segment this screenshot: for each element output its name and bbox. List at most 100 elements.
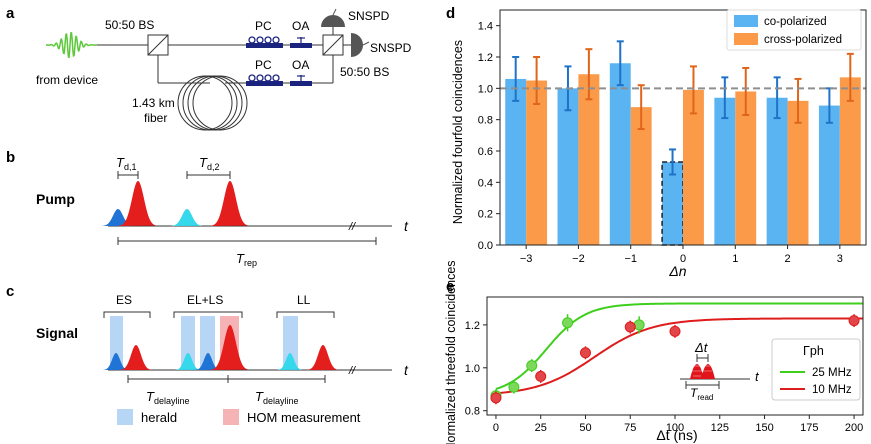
bar-cross-polarized (735, 91, 757, 245)
data-point-10 MHz (848, 315, 860, 327)
inset-pulses (690, 364, 715, 379)
bar-cross-polarized (578, 74, 600, 245)
td1-bracket (117, 171, 139, 179)
snspd-top-label: SNSPD (348, 9, 390, 23)
panel-d-frame (499, 9, 867, 246)
panel-d-xlabel: Δn (668, 263, 686, 279)
data-point-25 MHz (633, 319, 645, 331)
bar-co-polarized (818, 105, 840, 245)
panel-e-data-points (490, 314, 860, 405)
panel-d-ytick-label: 1.0 (478, 83, 493, 95)
bar-cross-polarized (526, 80, 548, 245)
signal-ls-late (210, 325, 249, 370)
pump-late-pulse-2 (210, 181, 249, 226)
pc-bottom-label: PC (255, 58, 272, 72)
signal-ll-late (307, 345, 339, 370)
beam-splitter-right (322, 34, 344, 56)
inset-dt-label: Δt (694, 340, 709, 355)
panel-d-xtick-label: −3 (520, 253, 533, 265)
herald-box-ll (283, 316, 298, 370)
panel-a: a from device 50:50 BS 50:50 BS (6, 5, 412, 131)
panel-d-xtick-label: −2 (572, 253, 585, 265)
signal-row-label: Signal (36, 325, 78, 341)
panel-e-ytick-label: 1.0 (465, 363, 480, 375)
delay-label-2: Tdelayline (255, 389, 298, 406)
panel-e-xtick-label: 150 (755, 422, 773, 434)
data-point-10 MHz (669, 325, 681, 337)
bs-right-label: 50:50 BS (340, 65, 389, 79)
attenuator-bottom (290, 75, 312, 86)
delay-bracket-1 (127, 375, 229, 383)
inset-dt-bracket (696, 354, 709, 362)
panel-d-ytick-label: 1.2 (478, 52, 493, 64)
panel-e-legend: Γph 25 MHz 10 MHz (771, 338, 861, 401)
bs-left-label: 50:50 BS (105, 18, 154, 32)
polarization-controller-bottom (246, 74, 283, 86)
panel-d-xtick-label: 2 (785, 253, 791, 265)
herald-box-ellx-2 (200, 316, 215, 370)
data-point-10 MHz (624, 321, 636, 333)
panel-d-ytick-label: 0.0 (478, 240, 493, 252)
panel-c-letter: c (6, 283, 14, 300)
bar-co-polarized (662, 161, 683, 245)
bar-co-polarized (557, 88, 579, 245)
panel-e-frame (486, 296, 864, 416)
panel-d-xtick-label: 0 (680, 253, 686, 265)
signal-break-mark: // (348, 365, 356, 377)
signal-t-label: t (404, 362, 409, 378)
panel-e-xtick-label: 125 (711, 422, 729, 434)
fiber-word-label: fiber (144, 111, 167, 125)
signal-el-early (175, 353, 201, 370)
signal-es-late (120, 345, 152, 370)
inset-t-label: t (755, 369, 760, 384)
panel-d-letter: d (446, 5, 455, 22)
panel-d-legend: co-polarized cross-polarized (726, 9, 862, 51)
beam-splitter-left (147, 34, 169, 56)
legend-10mhz-label: 10 MHz (812, 384, 852, 396)
bar-co-polarized (766, 97, 788, 245)
co-polarized-swatch (734, 15, 758, 27)
herald-box-es (110, 316, 123, 370)
pump-early-pulse-2 (171, 209, 203, 226)
el-ls-bracket (173, 311, 243, 318)
fiber-delay-coil (177, 75, 248, 131)
pump-t-label: t (404, 218, 409, 234)
bar-cross-polarized (683, 89, 704, 246)
data-point-10 MHz (490, 392, 502, 404)
data-point-25 MHz (508, 381, 520, 393)
herald-legend-label: herald (141, 410, 177, 425)
panel-e-xtick-label: 50 (579, 422, 591, 434)
panel-d-x-axis: −3 −2 −1 0 1 2 3 (520, 245, 843, 265)
panel-e-axes: 0 25 50 75 100 125 150 175 200 0.8 1.0 1.2 (465, 320, 864, 434)
panel-d-ytick-label: 0.2 (478, 209, 493, 221)
panel-c: c Signal // t ES EL+LS LL (6, 283, 409, 425)
panel-d-legend-box (726, 9, 862, 51)
panel-e: e Normalized threefold coincidences Δt (… (444, 260, 864, 444)
panel-e-legend-title: Γph (803, 344, 824, 358)
panel-d-y-axis: 0.0 0.2 0.4 0.6 0.8 1.0 1.2 1.4 (478, 21, 500, 252)
bar-co-polarized (714, 97, 736, 245)
td2-label: Td,2 (199, 155, 219, 172)
panel-e-ylabel-line: Normalized threefold coincidences (444, 260, 458, 444)
panel-e-legend-box (771, 338, 861, 401)
panel-a-letter: a (6, 5, 15, 22)
panel-e-ylabel: Normalized threefold coincidences (444, 260, 458, 444)
delay-label-1: Tdelayline (146, 389, 189, 406)
hom-legend-label: HOM measurement (247, 410, 361, 425)
panel-e-xtick-label: 175 (800, 422, 818, 434)
panel-e-ytick-label: 1.2 (465, 320, 480, 332)
fit-curve-25 MHz (495, 302, 863, 390)
co-polarized-legend-label: co-polarized (764, 16, 827, 28)
trep-bracket (117, 237, 377, 245)
panel-d-ylabel: Normalized fourfold coincidences (451, 40, 465, 224)
panel-d-xtick-label: 1 (732, 253, 738, 265)
panel-e-letter: e (446, 278, 454, 295)
td2-bracket (186, 171, 231, 179)
pump-late-pulse-1 (118, 181, 157, 226)
snspd-detector-right (343, 33, 370, 57)
panel-e-xtick-label: 0 (493, 422, 499, 434)
data-point-10 MHz (579, 347, 591, 359)
es-bracket (103, 311, 151, 318)
data-point-25 MHz (562, 317, 574, 329)
